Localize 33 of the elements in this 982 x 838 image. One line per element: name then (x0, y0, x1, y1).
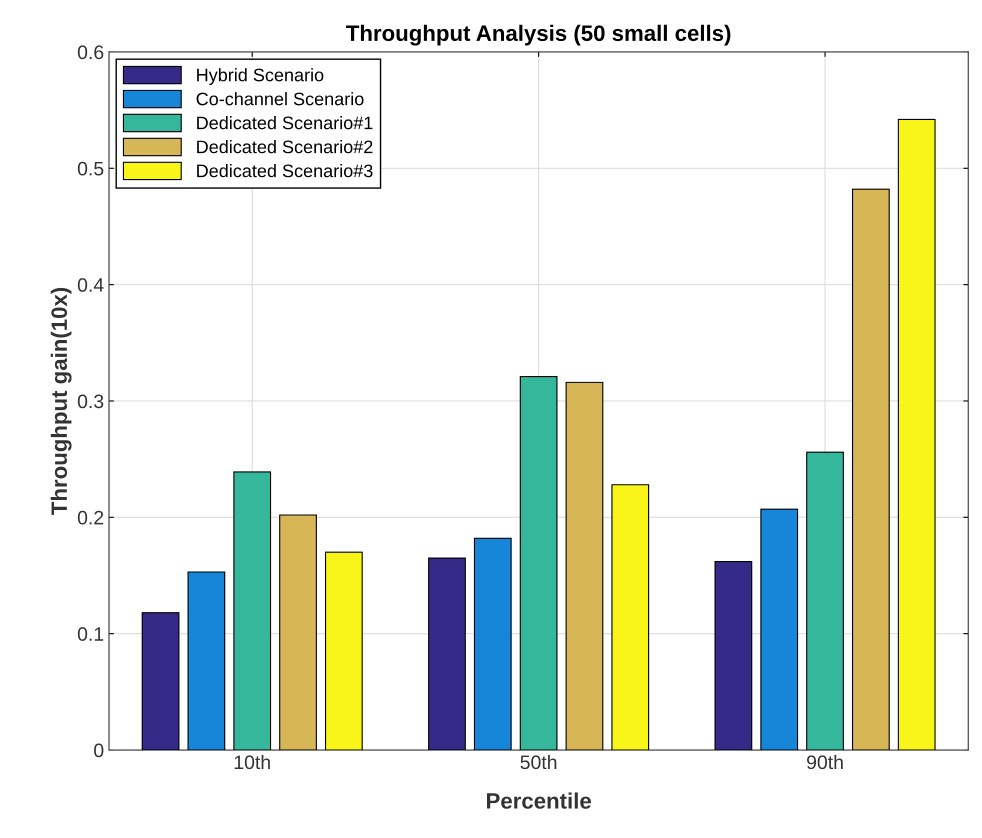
y-axis-title: Throughput gain(10x) (50, 288, 72, 515)
y-tick-label: 0 (94, 743, 104, 758)
x-tick-label: 10th (234, 754, 270, 770)
bar (233, 471, 272, 750)
legend-label: Dedicated Scenario#1 (197, 116, 372, 130)
y-tick-label: 0.1 (78, 627, 104, 641)
x-tick-label: 90th (807, 754, 843, 770)
bar (611, 484, 650, 750)
x-tick-label: 50th (520, 754, 556, 770)
bar (142, 612, 180, 750)
y-tick-label: 0.4 (78, 278, 104, 292)
bar (898, 118, 936, 750)
legend-label: Dedicated Scenario#2 (197, 140, 372, 154)
y-tick-label: 0.2 (78, 510, 104, 525)
bar (474, 538, 512, 750)
chart-title: Throughput Analysis (50 small cells) (346, 24, 730, 46)
legend-label: Co-channel Scenario (196, 92, 364, 106)
y-tick-label: 0.6 (78, 45, 104, 60)
bar (520, 376, 558, 750)
bar (188, 571, 226, 750)
bar (714, 560, 752, 750)
y-tick-label: 0.3 (78, 394, 104, 408)
bar (566, 382, 604, 750)
bar (806, 452, 844, 750)
bar (852, 188, 890, 750)
bar (279, 514, 317, 750)
bar (760, 508, 798, 750)
legend-label: Dedicated Scenario#3 (197, 164, 373, 178)
bar (428, 557, 466, 750)
y-tick-label: 0.5 (78, 162, 104, 176)
bar (324, 552, 363, 750)
legend-label: Hybrid Scenario (197, 68, 324, 85)
x-axis-title: Percentile (487, 792, 591, 809)
